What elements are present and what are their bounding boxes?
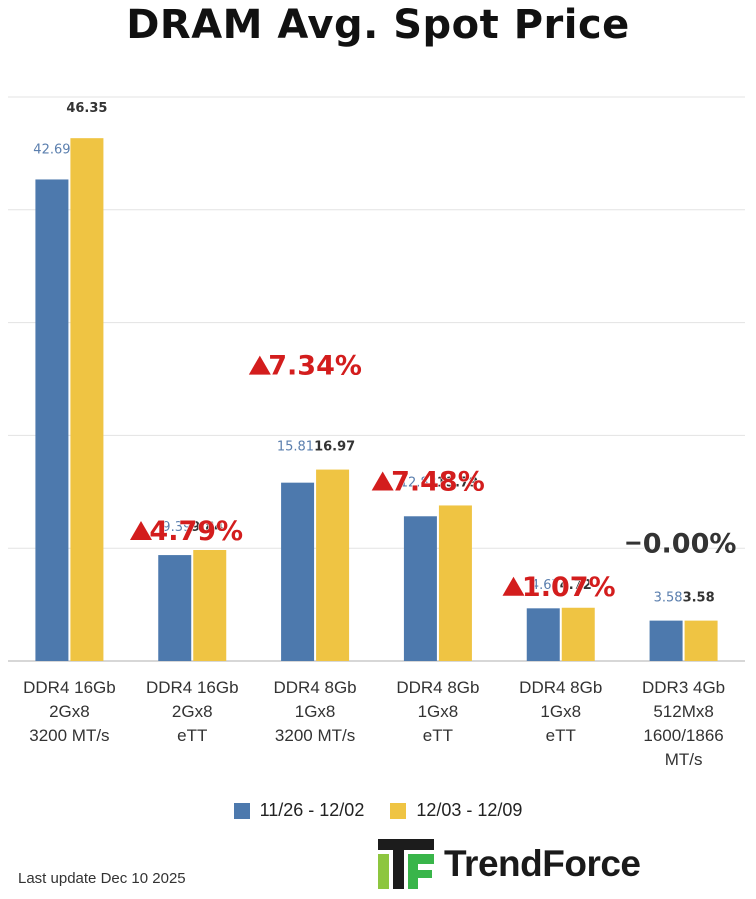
legend: 11/26 - 12/02 12/03 - 12/09 [0,800,756,821]
value-label-series-1: 9.39 [162,520,191,535]
last-update-note: Last update Dec 10 2025 [18,870,186,887]
category-label: MT/s [665,750,703,769]
value-label-series-2: 3.58 [683,591,715,606]
bar-series-1 [403,516,437,661]
category-label: 2Gx8 [172,702,213,721]
bar-series-1 [158,555,192,661]
bar-series-1 [649,620,683,661]
value-label-series-1: 42.69 [33,142,70,157]
change-label: 7.34% [268,351,362,382]
change-label: 4.79% [149,516,243,547]
change-label: 1.07% [522,572,616,603]
category-label: eTT [177,726,207,745]
category-label: 3200 MT/s [275,726,355,745]
bar-series-2 [438,505,472,661]
flat-dash-icon [626,541,641,545]
category-label: DDR4 8Gb [519,678,602,697]
legend-item-series-2: 12/03 - 12/09 [390,800,522,821]
bar-series-2 [70,138,104,661]
value-label-series-2: 4.72 [560,578,592,593]
up-triangle-icon [130,521,152,541]
value-label-series-1: 12.83 [400,475,437,490]
category-label: 2Gx8 [49,702,90,721]
legend-label-series-2: 12/03 - 12/09 [416,800,523,820]
change-label: 7.48% [391,466,485,497]
change-label: 0.00% [643,529,737,560]
bar-series-1 [281,482,315,661]
bar-series-2 [561,607,595,661]
category-label: DDR4 8Gb [274,678,357,697]
value-label-series-2: 9.84 [191,520,223,535]
category-label: 1600/1866 [643,726,723,745]
brand-logo: TrendForce [378,838,641,890]
value-label-series-1: 3.58 [654,591,683,606]
category-label: 512Mx8 [653,702,713,721]
value-label-series-2: 16.97 [314,440,355,455]
category-label: 1Gx8 [295,702,336,721]
category-label: 1Gx8 [418,702,459,721]
value-label-series-1: 15.81 [277,440,314,455]
brand-name: TrendForce [444,843,641,884]
bar-series-1 [35,179,69,662]
category-label: DDR4 16Gb [146,678,239,697]
category-label: DDR3 4Gb [642,678,725,697]
bar-series-2 [316,469,350,661]
value-label-series-2: 46.35 [66,101,107,116]
legend-item-series-1: 11/26 - 12/02 [233,800,365,821]
up-triangle-icon [502,576,525,596]
bar-series-2 [684,620,718,661]
category-label: 3200 MT/s [29,726,109,745]
up-triangle-icon [371,471,394,491]
up-triangle-icon [248,355,271,375]
category-label: 1Gx8 [540,702,581,721]
trendforce-logo-icon [378,839,434,889]
legend-label-series-1: 11/26 - 12/02 [259,800,365,820]
legend-swatch-series-2 [390,802,407,819]
value-label-series-2: 13.79 [437,475,478,490]
bar-series-1 [526,608,560,661]
category-label: DDR4 8Gb [396,678,479,697]
legend-swatch-series-1 [233,802,250,819]
bar-series-2 [193,550,227,661]
value-label-series-1: 4.67 [531,578,560,593]
category-label: eTT [546,726,576,745]
category-label: DDR4 16Gb [23,678,116,697]
category-label: eTT [423,726,453,745]
chart-title: DRAM Avg. Spot Price [126,2,630,48]
